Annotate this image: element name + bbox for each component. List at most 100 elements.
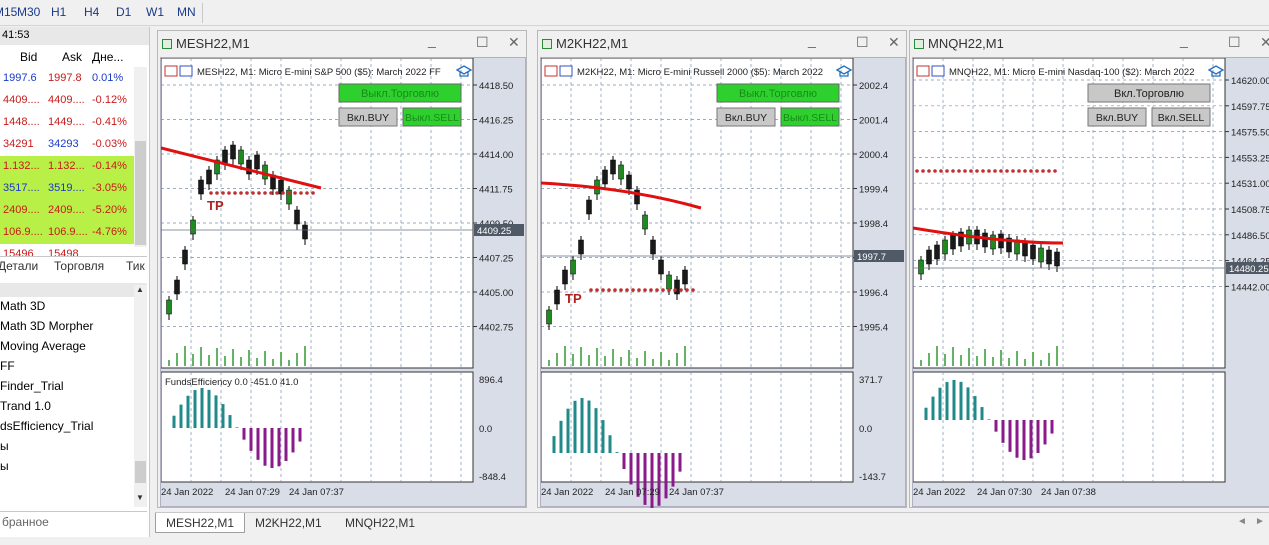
close-icon[interactable]: ✕ (1260, 34, 1269, 50)
navigator-footer-tab[interactable]: бранное (0, 511, 147, 533)
tab-m2kh22[interactable]: M2KH22,M1 (255, 516, 322, 530)
navigator-item[interactable]: dsEfficiency_Trial (0, 419, 94, 433)
market-watch-row[interactable]: 34291 34293 -0.03% (0, 134, 147, 156)
timeframe-m15[interactable]: M15 (0, 5, 18, 19)
chart-list-icon[interactable] (559, 65, 573, 77)
timeframe-mn[interactable]: MN (177, 5, 196, 19)
chart-window-titlebar[interactable]: MNQH22,M1 _ ☐ ✕ (910, 31, 1269, 57)
market-watch-row[interactable]: 2409.... 2409.... -5.20% (0, 200, 147, 222)
chart-area[interactable]: 2002.42001.42000.41999.41998.41997.41996… (540, 57, 907, 508)
maximize-icon[interactable]: ☐ (476, 34, 489, 50)
navigator-item[interactable]: Math 3D Morpher (0, 319, 94, 333)
chart-canvas[interactable]: 2002.42001.42000.41999.41998.41997.41996… (541, 58, 907, 508)
timeframe-d1[interactable]: D1 (116, 5, 132, 19)
tab-trading[interactable]: Торговля (54, 259, 105, 273)
chart-menu-icon[interactable] (916, 65, 930, 77)
scroll-up-icon[interactable]: ▲ (136, 285, 144, 294)
market-watch-row[interactable]: 106.9.... 106.9.... -4.76% (0, 222, 147, 244)
market-watch-row[interactable]: 1448.... 1449.... -0.41% (0, 112, 147, 134)
scroll-down-icon[interactable]: ▼ (136, 493, 144, 502)
chart-canvas[interactable]: 4418.504416.254414.004411.754409.504407.… (161, 58, 527, 508)
price-label: 4411.75 (479, 185, 513, 196)
maximize-icon[interactable]: ☐ (856, 34, 869, 50)
navigator-item[interactable]: Moving Average (0, 339, 86, 353)
quote-bid: 3517.... (3, 182, 40, 194)
candle (222, 149, 228, 165)
level-dot (987, 169, 991, 173)
sell-toggle-button[interactable] (780, 107, 840, 127)
graduation-cap-icon[interactable] (835, 65, 853, 77)
market-watch-row[interactable]: 4409.... 4409.... -0.12% (0, 90, 147, 112)
quote-bid: 34291 (3, 138, 34, 150)
graduation-cap-icon[interactable] (455, 65, 473, 77)
navigator-item[interactable]: FF (0, 359, 15, 373)
navigator-item[interactable]: ы (0, 459, 9, 473)
chart-list-icon[interactable] (931, 65, 945, 77)
level-dot (969, 169, 973, 173)
timeframe-m30[interactable]: M30 (17, 5, 41, 19)
chart-window-titlebar[interactable]: MESH22,M1 _ ☐ ✕ (158, 31, 526, 57)
candle (1030, 244, 1036, 260)
chart-area[interactable]: 4418.504416.254414.004411.754409.504407.… (160, 57, 526, 507)
chart-menu-icon[interactable] (544, 65, 558, 77)
buy-toggle-button[interactable] (338, 107, 398, 127)
tab-scroll-left-icon[interactable]: ◄ (1237, 516, 1247, 527)
chart-list-icon[interactable] (179, 65, 193, 77)
tab-scroll-right-icon[interactable]: ► (1255, 516, 1265, 527)
time-label: 24 Jan 2022 (913, 487, 965, 498)
navigator-title (0, 283, 147, 297)
navigator-item[interactable]: Trand 1.0 (0, 399, 51, 413)
trading-toggle-button[interactable] (716, 83, 840, 103)
sell-toggle-button[interactable] (1151, 107, 1211, 127)
tab-mesh22[interactable]: MESH22,M1 (155, 513, 246, 533)
sell-toggle-button[interactable] (402, 107, 462, 127)
chart-window[interactable]: MESH22,M1 _ ☐ ✕ 4418.50 4416.25 4414.00 4411.75… (157, 30, 527, 508)
chart-window-titlebar[interactable]: M2KH22,M1 _ ☐ ✕ (538, 31, 906, 57)
minimize-icon[interactable]: _ (1180, 32, 1188, 48)
timeframe-h1[interactable]: H1 (51, 5, 67, 19)
chart-menu-icon[interactable] (164, 65, 178, 77)
sell-toggle-label: Вкл.SELL (1158, 112, 1205, 124)
column-change[interactable]: Дне... (92, 50, 124, 64)
market-watch-row[interactable]: 1997.6 1997.8 0.01% (0, 68, 147, 90)
navigator-scrollbar[interactable]: ▲ ▼ (134, 285, 147, 507)
close-icon[interactable]: ✕ (508, 34, 520, 50)
level-dot (1011, 169, 1015, 173)
timeframe-w1[interactable]: W1 (146, 5, 164, 19)
chart-window[interactable]: M2KH22,M1 _ ☐ ✕ 2002.4 2001.4 2000.4 1999.4 1998… (537, 30, 907, 508)
trading-toggle-button[interactable] (1087, 83, 1211, 103)
price-label: 14597.75 (1231, 102, 1269, 113)
candle (1046, 249, 1052, 265)
market-watch-row[interactable]: 3517.... 3519.... -3.05% (0, 178, 147, 200)
navigator-item[interactable]: ы (0, 439, 9, 453)
tab-ticks[interactable]: Тик (126, 259, 145, 273)
chart-icon (542, 39, 552, 49)
chart-window[interactable]: MNQH22,M1 _ ☐ ✕ 14620.00 14597.75 14575.50 1455… (909, 30, 1269, 508)
market-watch-scrollbar[interactable] (134, 67, 147, 247)
market-watch-row[interactable]: 1.132... 1.132... -0.14% (0, 156, 147, 178)
tab-mnqh22[interactable]: MNQH22,M1 (345, 516, 416, 530)
time-label: 24 Jan 07:37 (669, 487, 724, 498)
tab-details[interactable]: Детали (0, 259, 39, 273)
minimize-icon[interactable]: _ (428, 32, 436, 48)
price-label: 1999.4 (859, 185, 888, 196)
buy-toggle-button[interactable] (1087, 107, 1147, 127)
navigator-item[interactable]: Finder_Trial (0, 379, 64, 393)
buy-toggle-button[interactable] (716, 107, 776, 127)
market-watch-row[interactable]: 15496 15498 (0, 244, 147, 266)
sell-toggle-label: Выкл.SELL (783, 112, 837, 124)
navigator-item[interactable]: Math 3D (0, 299, 46, 313)
chart-area[interactable]: 14620.00 14597.75 14575.50 14553.25 14531.00… (912, 57, 1269, 507)
timeframe-h4[interactable]: H4 (84, 5, 100, 19)
chart-canvas[interactable]: 14620.00 14597.75 14575.50 14553.25 14531.00… (913, 58, 1269, 508)
chart-window-title: MNQH22,M1 (928, 36, 1004, 51)
graduation-cap-icon[interactable] (1207, 65, 1225, 77)
minimize-icon[interactable]: _ (808, 32, 816, 48)
indicator-label: -143.7 (859, 472, 886, 483)
candle (1038, 247, 1044, 263)
trading-toggle-button[interactable] (338, 83, 462, 103)
maximize-icon[interactable]: ☐ (1228, 34, 1241, 50)
column-bid[interactable]: Bid (20, 50, 38, 64)
column-ask[interactable]: Ask (62, 50, 83, 64)
close-icon[interactable]: ✕ (888, 34, 900, 50)
